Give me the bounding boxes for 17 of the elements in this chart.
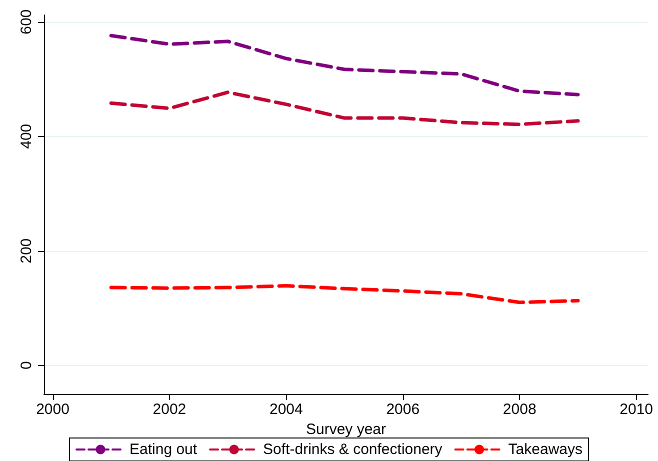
legend-label: Takeaways [508, 441, 582, 458]
legend-label: Eating out [130, 441, 198, 458]
line-series [109, 90, 580, 126]
line-series [109, 34, 580, 96]
x-tick-label: 2006 [386, 401, 420, 418]
x-tick-label: 2008 [502, 401, 536, 418]
x-tick-label: 2002 [152, 401, 186, 418]
line-series [109, 284, 580, 304]
y-tick-label: 200 [18, 238, 35, 264]
x-axis-title: Survey year [306, 420, 386, 438]
y-tick-label: 400 [18, 124, 35, 149]
x-tick-label: 2004 [269, 401, 303, 418]
x-tick-label: 2000 [36, 401, 70, 418]
x-tick-label: 2010 [620, 401, 654, 418]
y-tick-label: 600 [18, 9, 35, 34]
y-tick-label: 0 [18, 361, 35, 370]
legend-label: Soft-drinks & confectionery [263, 441, 443, 458]
